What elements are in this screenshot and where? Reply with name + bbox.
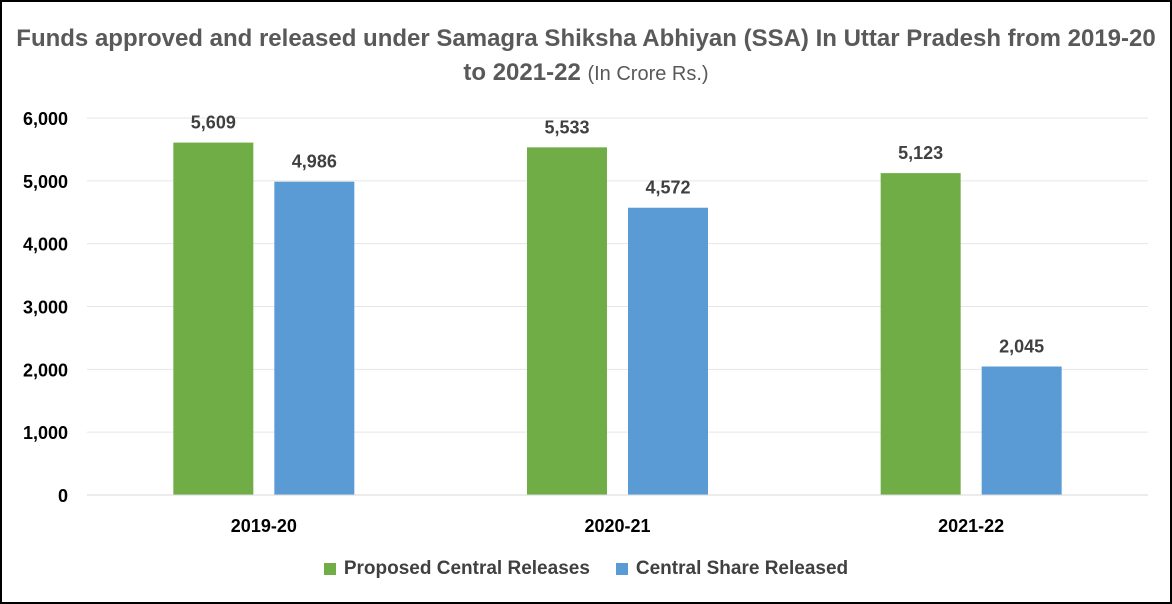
data-label: 5,609 <box>191 113 236 133</box>
bar-released-2021-22 <box>981 366 1062 495</box>
bar-proposed-2021-22 <box>880 173 961 495</box>
legend-item-proposed: Proposed Central Releases <box>323 558 590 580</box>
x-tick-label: 2021-22 <box>938 516 1004 536</box>
data-label: 2,045 <box>999 337 1044 357</box>
x-axis-tick-labels: 2019-20 2020-21 2021-22 <box>231 516 1004 536</box>
legend-label-proposed: Proposed Central Releases <box>343 558 590 579</box>
chart-subtitle: (In Crore Rs.) <box>587 63 709 85</box>
bar-proposed-2019-20 <box>173 142 254 495</box>
y-axis-tick-labels: 0 1,000 2,000 3,000 4,000 5,000 6,000 <box>23 109 68 506</box>
data-label: 4,986 <box>292 152 337 172</box>
y-tick-label: 0 <box>58 486 68 506</box>
chart-title: Funds approved and released under Samagr… <box>2 22 1170 91</box>
data-labels: 5,609 4,986 5,533 4,572 5,123 2,045 <box>191 113 1044 357</box>
y-tick-label: 5,000 <box>23 172 68 192</box>
data-label: 5,533 <box>544 117 589 137</box>
bar-released-2019-20 <box>274 181 355 495</box>
legend-swatch-proposed <box>323 563 336 575</box>
y-tick-label: 4,000 <box>23 235 68 255</box>
y-tick-label: 2,000 <box>23 360 68 380</box>
legend-item-released: Central Share Released <box>615 558 849 580</box>
x-tick-label: 2019-20 <box>231 516 297 536</box>
data-label: 4,572 <box>645 178 690 198</box>
chart-title-text: Funds approved and released under Samagr… <box>16 25 1156 86</box>
y-tick-label: 6,000 <box>23 109 68 129</box>
legend: Proposed Central Releases Central Share … <box>2 558 1170 580</box>
bars <box>173 142 1062 495</box>
legend-label-released: Central Share Released <box>635 558 849 579</box>
x-tick-label: 2020-21 <box>584 516 650 536</box>
y-tick-label: 1,000 <box>23 423 68 443</box>
bar-proposed-2020-21 <box>527 147 607 495</box>
bar-released-2020-21 <box>628 207 708 495</box>
data-label: 5,123 <box>898 143 943 163</box>
gridlines <box>87 117 1148 433</box>
y-tick-label: 3,000 <box>23 298 68 318</box>
legend-swatch-released <box>615 563 628 575</box>
